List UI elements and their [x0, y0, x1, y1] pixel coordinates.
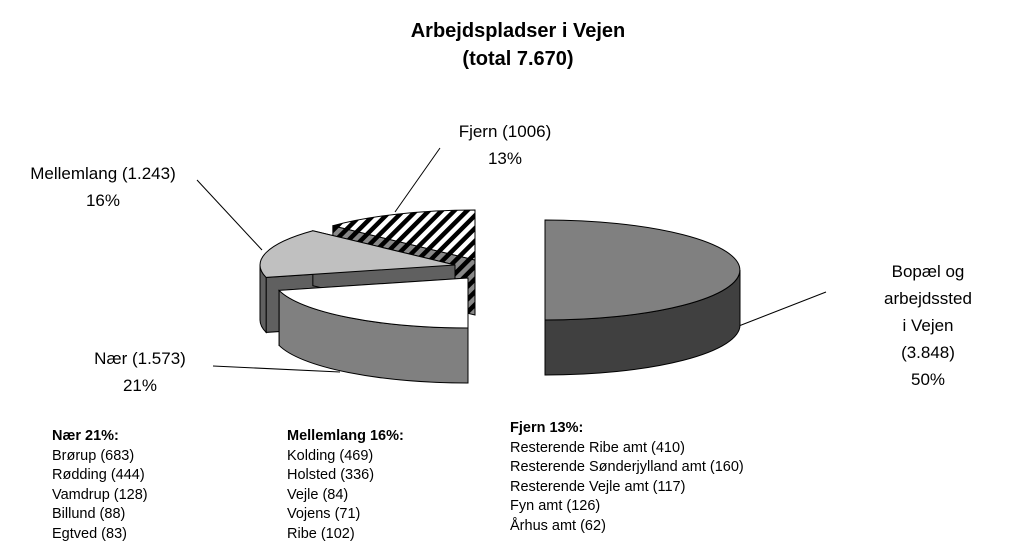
list-title: Nær 21%:	[52, 428, 119, 444]
list-item: Kolding (469)	[287, 447, 374, 464]
leader-line	[212, 365, 341, 373]
chart-subtitle: (total 7.670)	[462, 48, 574, 70]
text-list: Mellemlang 16%: Kolding (469) Holsted (336…	[287, 427, 404, 544]
value-label: 16%	[85, 191, 121, 210]
list-item: Rødding (444)	[52, 467, 145, 483]
slice-top	[544, 219, 741, 321]
list-item: Resterende Sønderjylland amt (160)	[510, 459, 744, 475]
leader-line	[394, 147, 441, 213]
slice	[544, 219, 741, 376]
text-list: Fjern 13%: Resterende Ribe amt (410) Reste…	[510, 419, 744, 536]
text-list: Nær 21%: Brørup (683) Rødding (444) Vamdrup…	[52, 427, 148, 544]
list-item: Vojens (71)	[287, 506, 361, 522]
list-item: Fyn amt (126)	[510, 498, 601, 514]
category-label: Nær (1.573)	[94, 349, 186, 368]
slice-top	[259, 230, 456, 278]
list-title: Mellemlang 16%:	[287, 428, 404, 444]
list-item: Holsted (336)	[287, 467, 375, 483]
category-label: Bopæl og arbejdssted i Vejen (3.848)	[884, 262, 972, 362]
slice-label: Fjern (1006) 13%	[459, 118, 552, 172]
slice-top	[332, 209, 476, 261]
list-item: Billund (88)	[52, 506, 126, 522]
list-item: Egtved (83)	[52, 525, 127, 542]
slice-label: Mellemlang (1.243) 16%	[30, 160, 176, 214]
list-item: Resterende Ribe amt (410)	[510, 439, 685, 456]
pie	[259, 209, 741, 384]
category-label: Mellemlang (1.243)	[30, 164, 176, 183]
category-label: Fjern (1006)	[458, 122, 552, 141]
list-item: Århus amt (62)	[510, 517, 606, 534]
list-title: Fjern 13%:	[510, 420, 584, 436]
value-label: 21%	[122, 376, 158, 395]
leader-line	[196, 179, 263, 251]
value-label: 50%	[910, 370, 946, 389]
list-item: Brørup (683)	[52, 447, 135, 464]
list-item: Ribe (102)	[287, 525, 355, 542]
chart-title: Arbejdspladser i Vejen	[410, 20, 626, 42]
slice-label: Nær (1.573) 21%	[94, 345, 186, 399]
slice	[277, 277, 469, 384]
list-item: Vamdrup (128)	[52, 486, 148, 503]
list-item: Vejle (84)	[287, 486, 349, 503]
list-item: Resterende Vejle amt (117)	[510, 478, 686, 495]
slice-label: Bopæl og arbejdssted i Vejen (3.848) 50%	[874, 258, 982, 393]
slice-top	[277, 277, 469, 329]
value-label: 13%	[487, 149, 523, 168]
